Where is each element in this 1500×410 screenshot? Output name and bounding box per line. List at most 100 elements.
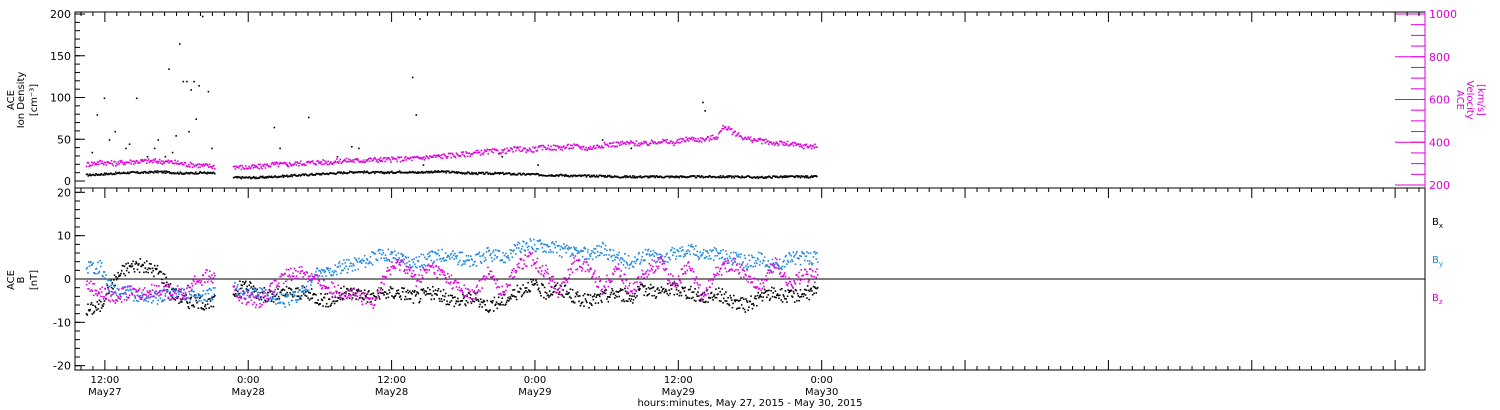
By-point bbox=[156, 303, 159, 305]
Bz-point bbox=[424, 269, 426, 272]
Bx-point bbox=[643, 294, 646, 297]
density-point bbox=[465, 172, 468, 175]
velocity-point bbox=[762, 139, 765, 142]
velocity-point bbox=[277, 165, 280, 168]
Bz-point bbox=[664, 269, 666, 272]
Bx-point bbox=[611, 289, 614, 292]
density-point bbox=[622, 176, 625, 179]
velocity-point bbox=[719, 130, 722, 132]
Bx-point bbox=[115, 276, 117, 278]
Bx-point bbox=[319, 303, 322, 305]
velocity-point bbox=[784, 144, 786, 147]
velocity-point bbox=[421, 157, 423, 159]
By-point bbox=[310, 284, 312, 286]
By-point bbox=[433, 260, 436, 263]
velocity-point bbox=[583, 148, 586, 151]
Bz-point bbox=[250, 299, 253, 302]
By-point bbox=[157, 299, 160, 302]
density-point bbox=[480, 172, 483, 175]
Bx-point bbox=[598, 295, 601, 298]
velocity-point bbox=[256, 166, 258, 168]
velocity-point bbox=[315, 163, 318, 166]
velocity-point bbox=[748, 138, 751, 141]
By-point bbox=[300, 295, 302, 298]
Bx-point bbox=[582, 294, 585, 297]
velocity-point bbox=[465, 152, 468, 154]
density-point bbox=[564, 175, 566, 178]
Bz-point bbox=[183, 295, 186, 298]
density-point bbox=[736, 175, 739, 177]
By-point bbox=[791, 258, 793, 261]
By-point bbox=[756, 257, 759, 259]
By-point bbox=[436, 252, 439, 255]
Bx-point bbox=[371, 293, 373, 295]
density-point bbox=[607, 175, 610, 177]
velocity-point bbox=[120, 161, 122, 164]
By-point bbox=[327, 267, 329, 270]
Bz-point bbox=[258, 306, 261, 309]
Bx-point bbox=[638, 289, 641, 291]
density-point bbox=[414, 171, 416, 173]
By-point bbox=[469, 265, 471, 268]
By-point bbox=[697, 255, 699, 258]
By-point bbox=[211, 298, 214, 301]
Bx-point bbox=[357, 288, 360, 291]
Bz-point bbox=[463, 284, 466, 287]
velocity-point bbox=[621, 140, 624, 143]
Bx-point bbox=[609, 293, 612, 296]
Bz-point bbox=[459, 290, 462, 292]
Bz-point bbox=[461, 289, 463, 292]
velocity-point bbox=[625, 143, 627, 146]
density-point bbox=[148, 170, 151, 173]
density-point bbox=[624, 175, 626, 177]
By-point bbox=[621, 257, 623, 260]
Bx-point bbox=[307, 297, 309, 300]
velocity-point bbox=[209, 165, 212, 168]
velocity-point bbox=[767, 143, 770, 145]
velocity-point bbox=[310, 160, 312, 163]
Bx-point bbox=[558, 293, 560, 296]
By-point bbox=[335, 270, 337, 273]
Bx-point bbox=[391, 295, 393, 297]
Bz-point bbox=[350, 298, 353, 301]
velocity-point bbox=[479, 154, 482, 156]
Bz-point bbox=[150, 293, 152, 296]
Bx-point bbox=[355, 289, 358, 292]
By-point bbox=[490, 257, 493, 259]
velocity-point bbox=[500, 152, 502, 154]
velocity-point bbox=[286, 163, 288, 166]
velocity-point bbox=[805, 143, 808, 146]
By-point bbox=[464, 263, 466, 265]
Bz-point bbox=[143, 287, 146, 289]
Bz-point bbox=[300, 266, 303, 268]
By-point bbox=[766, 265, 769, 267]
By-point bbox=[626, 262, 628, 265]
Bz-point bbox=[684, 271, 686, 273]
density-point bbox=[367, 171, 369, 173]
Bz-point bbox=[316, 274, 319, 277]
density-point bbox=[197, 172, 200, 175]
Bx-point bbox=[693, 299, 696, 302]
Bx-point bbox=[773, 287, 775, 290]
Bz-point bbox=[602, 292, 605, 294]
Bx-point bbox=[767, 293, 770, 296]
By-point bbox=[809, 260, 811, 262]
By-point bbox=[149, 296, 152, 299]
velocity-point bbox=[198, 163, 201, 165]
velocity-point bbox=[605, 143, 607, 146]
Bz-point bbox=[337, 284, 339, 287]
Bx-point bbox=[267, 291, 269, 294]
velocity-point bbox=[549, 148, 551, 151]
Bx-point bbox=[634, 292, 636, 295]
Bz-point bbox=[571, 263, 573, 265]
By-point bbox=[317, 276, 319, 278]
Bx-point bbox=[709, 297, 711, 299]
Bx-point bbox=[490, 301, 493, 303]
velocity-point bbox=[808, 145, 810, 148]
density-point bbox=[176, 171, 179, 174]
density-point bbox=[673, 175, 675, 178]
velocity-point bbox=[567, 143, 570, 146]
velocity-point bbox=[811, 145, 814, 148]
Bz-point bbox=[259, 302, 261, 305]
Bx-point bbox=[485, 309, 488, 311]
